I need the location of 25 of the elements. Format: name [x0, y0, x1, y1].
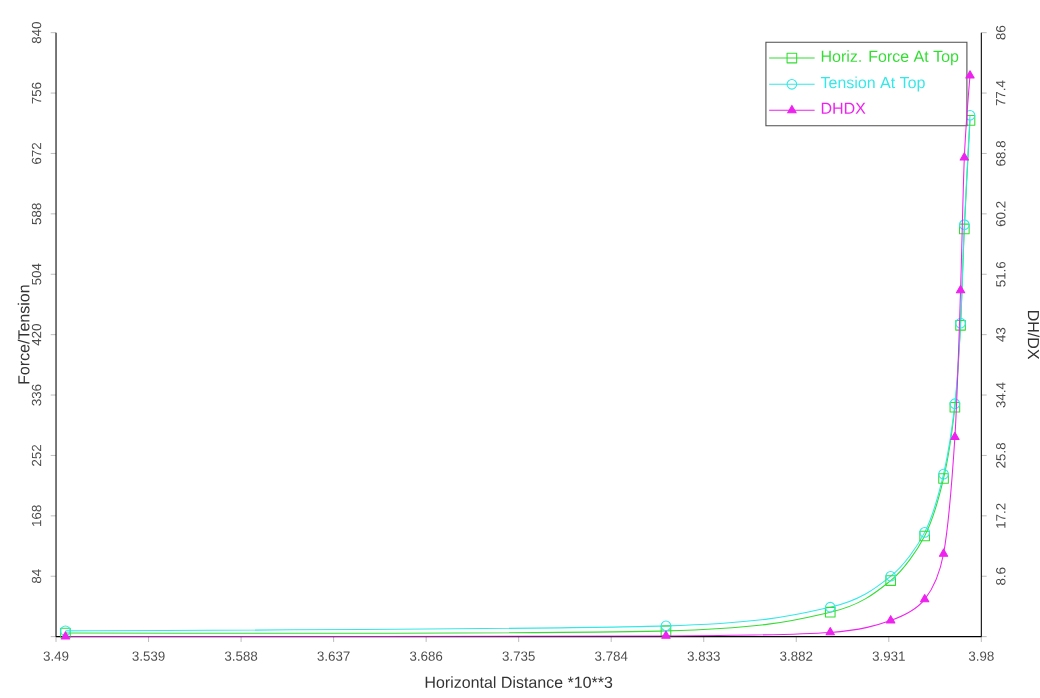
- point: [938, 473, 949, 484]
- point: [938, 548, 949, 557]
- point: [824, 606, 836, 618]
- point: [660, 620, 672, 632]
- y2-axis-title: DH/DX: [1027, 311, 1040, 360]
- x-axis-title: Horizontal Distance *10**3: [425, 676, 613, 689]
- point: [885, 615, 896, 624]
- point: [660, 625, 672, 637]
- point: [885, 570, 897, 582]
- point: [950, 431, 960, 441]
- point: [965, 70, 975, 79]
- legend-label: Tension At Top: [820, 76, 925, 92]
- point: [919, 594, 930, 603]
- y-axis-title: Force/Tension: [17, 285, 30, 384]
- point: [958, 223, 970, 235]
- point: [824, 601, 836, 613]
- point: [959, 152, 970, 161]
- point: [825, 627, 835, 636]
- point: [938, 468, 949, 480]
- point: [958, 219, 970, 230]
- point: [955, 285, 966, 294]
- point: [885, 575, 897, 586]
- legend-label: DHDX: [821, 102, 866, 114]
- point: [661, 630, 671, 639]
- legend-label: Horiz. Force At Top: [821, 50, 959, 66]
